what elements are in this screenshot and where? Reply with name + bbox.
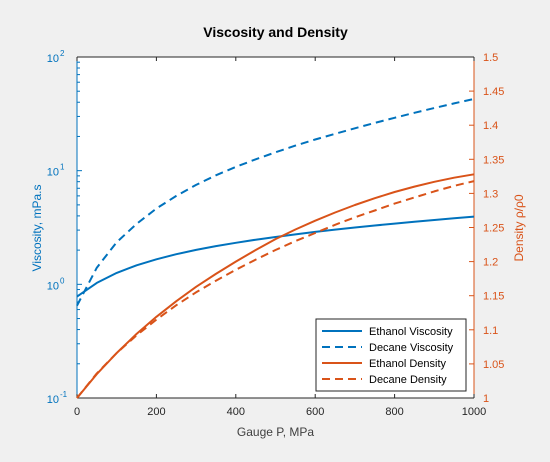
left-tick-label: 10 <box>47 53 59 65</box>
right-tick-label: 1.25 <box>483 223 504 235</box>
x-tick-label: 1000 <box>462 406 486 418</box>
left-axis-label: Viscosity, mPa.s <box>30 185 44 272</box>
right-tick-label: 1.45 <box>483 86 504 98</box>
series-line-ethanol-viscosity <box>76 215 475 298</box>
legend-entry: Ethanol Density <box>369 358 447 370</box>
x-tick-label: 800 <box>385 406 403 418</box>
x-axis-label: Gauge P, MPa <box>237 425 314 439</box>
right-tick-label: 1.5 <box>483 52 498 64</box>
right-axis: 1 1.05 1.1 1.15 1.2 1.25 1.3 1.35 1.4 1.45 1.5 <box>469 52 504 405</box>
series-layer <box>76 97 475 399</box>
right-axis-label: Density ρ/ρ0 <box>512 194 526 261</box>
left-tick-label: 10 <box>47 167 59 179</box>
legend-entry: Ethanol Viscosity <box>369 326 453 338</box>
left-tick-label: 10 <box>47 394 59 406</box>
right-tick-label: 1.35 <box>483 154 504 166</box>
left-tick-exponent: 0 <box>60 276 65 285</box>
left-tick-exponent: -1 <box>60 390 68 399</box>
legend: Ethanol Viscosity Decane Viscosity Ethanol… <box>315 318 467 392</box>
x-tick-label: 400 <box>227 406 245 418</box>
x-tick-label: 0 <box>74 406 80 418</box>
right-tick-label: 1.15 <box>483 291 504 303</box>
left-tick-exponent: 2 <box>60 49 65 58</box>
legend-entry: Decane Density <box>369 374 447 386</box>
right-tick-label: 1.3 <box>483 188 498 200</box>
x-tick-label: 600 <box>306 406 324 418</box>
x-tick-label: 200 <box>147 406 165 418</box>
right-tick-label: 1.05 <box>483 359 504 371</box>
legend-entry: Decane Viscosity <box>369 342 454 354</box>
series-line-decane-viscosity <box>76 97 475 307</box>
series-line-ethanol-density <box>76 173 475 399</box>
series-line-decane-density <box>76 180 475 399</box>
left-tick-exponent: 1 <box>60 163 65 172</box>
left-tick-label: 10 <box>47 280 59 292</box>
right-tick-label: 1.1 <box>483 325 498 337</box>
right-tick-label: 1.2 <box>483 257 498 269</box>
right-tick-label: 1 <box>483 393 489 405</box>
x-axis: 0 200 400 600 800 1000 <box>74 56 486 418</box>
chart-title: Viscosity and Density <box>203 24 348 40</box>
right-tick-label: 1.4 <box>483 120 498 132</box>
